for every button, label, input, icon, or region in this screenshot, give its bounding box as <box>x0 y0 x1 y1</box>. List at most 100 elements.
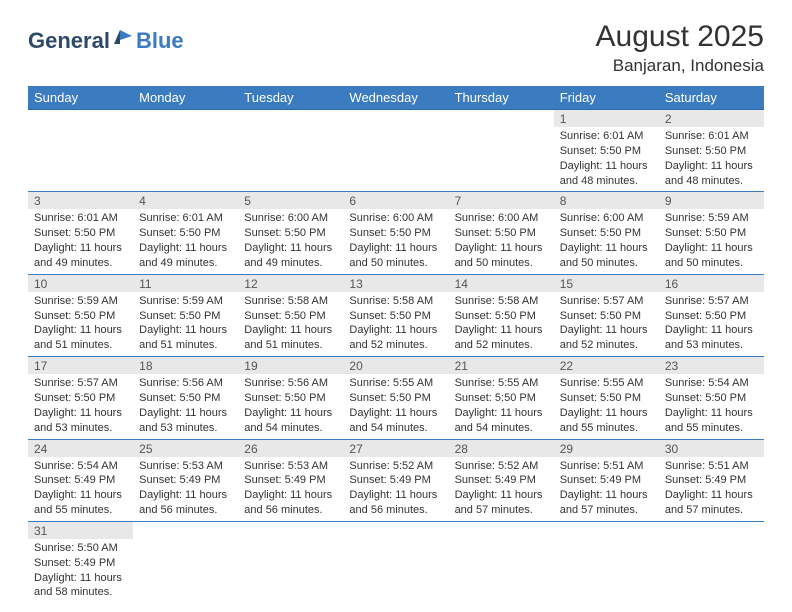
sunrise-text: Sunrise: 6:01 AM <box>34 211 127 226</box>
day-number: 26 <box>244 442 257 456</box>
sunrise-text: Sunrise: 5:59 AM <box>665 211 758 226</box>
day-number: 7 <box>455 194 462 208</box>
day-number-cell: 18 <box>133 357 238 375</box>
logo-flag-icon <box>114 30 134 53</box>
daylight-text: Daylight: 11 hours and 50 minutes. <box>560 241 653 271</box>
day-number-cell: 17 <box>28 357 133 375</box>
day-number-cell: 19 <box>238 357 343 375</box>
day-info-row: Sunrise: 5:57 AMSunset: 5:50 PMDaylight:… <box>28 374 764 439</box>
day-number-cell: 20 <box>343 357 448 375</box>
daylight-text: Daylight: 11 hours and 48 minutes. <box>560 159 653 189</box>
daylight-text: Daylight: 11 hours and 56 minutes. <box>349 488 442 518</box>
daylight-text: Daylight: 11 hours and 49 minutes. <box>139 241 232 271</box>
daylight-text: Daylight: 11 hours and 51 minutes. <box>34 323 127 353</box>
day-number-cell: 16 <box>659 274 764 292</box>
day-number: 14 <box>455 277 468 291</box>
logo: General Blue <box>28 20 184 54</box>
daylight-text: Daylight: 11 hours and 57 minutes. <box>455 488 548 518</box>
daylight-text: Daylight: 11 hours and 51 minutes. <box>244 323 337 353</box>
sunset-text: Sunset: 5:49 PM <box>560 473 653 488</box>
daylight-text: Daylight: 11 hours and 51 minutes. <box>139 323 232 353</box>
day-number-cell <box>28 110 133 128</box>
sunset-text: Sunset: 5:50 PM <box>34 391 127 406</box>
day-info-cell: Sunrise: 5:54 AMSunset: 5:50 PMDaylight:… <box>659 374 764 439</box>
sunrise-text: Sunrise: 6:01 AM <box>139 211 232 226</box>
weekday-header: Friday <box>554 86 659 110</box>
daylight-text: Daylight: 11 hours and 52 minutes. <box>560 323 653 353</box>
day-number-cell: 26 <box>238 439 343 457</box>
day-number-cell: 11 <box>133 274 238 292</box>
day-number: 17 <box>34 359 47 373</box>
weekday-header: Tuesday <box>238 86 343 110</box>
day-number: 4 <box>139 194 146 208</box>
daylight-text: Daylight: 11 hours and 56 minutes. <box>244 488 337 518</box>
day-number-cell: 24 <box>28 439 133 457</box>
month-title: August 2025 <box>596 20 764 54</box>
daylight-text: Daylight: 11 hours and 48 minutes. <box>665 159 758 189</box>
day-number-cell <box>449 110 554 128</box>
sunset-text: Sunset: 5:49 PM <box>455 473 548 488</box>
day-number: 21 <box>455 359 468 373</box>
day-number-cell <box>133 521 238 539</box>
day-info-cell <box>343 127 448 192</box>
sunset-text: Sunset: 5:49 PM <box>349 473 442 488</box>
day-info-cell <box>449 127 554 192</box>
day-number-cell: 12 <box>238 274 343 292</box>
sunrise-text: Sunrise: 5:56 AM <box>244 376 337 391</box>
day-info-cell: Sunrise: 6:00 AMSunset: 5:50 PMDaylight:… <box>238 209 343 274</box>
sunset-text: Sunset: 5:50 PM <box>34 226 127 241</box>
weekday-header: Thursday <box>449 86 554 110</box>
day-number-row: 17181920212223 <box>28 357 764 375</box>
logo-text-blue: Blue <box>136 28 184 54</box>
day-info-cell: Sunrise: 5:52 AMSunset: 5:49 PMDaylight:… <box>449 457 554 522</box>
day-number-cell: 14 <box>449 274 554 292</box>
day-info-cell: Sunrise: 5:57 AMSunset: 5:50 PMDaylight:… <box>659 292 764 357</box>
day-number: 1 <box>560 112 567 126</box>
day-number: 29 <box>560 442 573 456</box>
day-number-cell: 8 <box>554 192 659 210</box>
day-number-cell: 5 <box>238 192 343 210</box>
day-number: 9 <box>665 194 672 208</box>
sunrise-text: Sunrise: 5:50 AM <box>34 541 127 556</box>
sunrise-text: Sunrise: 6:00 AM <box>244 211 337 226</box>
day-number-cell <box>554 521 659 539</box>
day-number: 25 <box>139 442 152 456</box>
sunset-text: Sunset: 5:50 PM <box>139 226 232 241</box>
day-number-cell: 30 <box>659 439 764 457</box>
sunrise-text: Sunrise: 5:55 AM <box>455 376 548 391</box>
page-header: General Blue August 2025 Banjaran, Indon… <box>28 20 764 76</box>
day-number: 27 <box>349 442 362 456</box>
day-number: 28 <box>455 442 468 456</box>
day-number: 5 <box>244 194 251 208</box>
day-number-cell <box>133 110 238 128</box>
day-info-cell: Sunrise: 5:55 AMSunset: 5:50 PMDaylight:… <box>343 374 448 439</box>
day-number-row: 24 25 26 27 28 29 30 <box>28 439 764 457</box>
day-info-cell <box>659 539 764 603</box>
day-info-cell: Sunrise: 5:51 AMSunset: 5:49 PMDaylight:… <box>659 457 764 522</box>
day-number: 30 <box>665 442 678 456</box>
daylight-text: Daylight: 11 hours and 53 minutes. <box>665 323 758 353</box>
day-info-cell: Sunrise: 5:52 AMSunset: 5:49 PMDaylight:… <box>343 457 448 522</box>
sunrise-text: Sunrise: 6:01 AM <box>560 129 653 144</box>
day-number-row: 3456789 <box>28 192 764 210</box>
sunset-text: Sunset: 5:49 PM <box>34 556 127 571</box>
sunrise-text: Sunrise: 5:54 AM <box>34 459 127 474</box>
weekday-header: Monday <box>133 86 238 110</box>
day-info-cell: Sunrise: 6:01 AMSunset: 5:50 PMDaylight:… <box>659 127 764 192</box>
day-info-cell <box>343 539 448 603</box>
daylight-text: Daylight: 11 hours and 55 minutes. <box>34 488 127 518</box>
day-info-row: Sunrise: 5:59 AMSunset: 5:50 PMDaylight:… <box>28 292 764 357</box>
sunrise-text: Sunrise: 5:58 AM <box>244 294 337 309</box>
daylight-text: Daylight: 11 hours and 52 minutes. <box>455 323 548 353</box>
sunrise-text: Sunrise: 5:55 AM <box>349 376 442 391</box>
daylight-text: Daylight: 11 hours and 53 minutes. <box>34 406 127 436</box>
sunrise-text: Sunrise: 5:59 AM <box>34 294 127 309</box>
sunrise-text: Sunrise: 5:55 AM <box>560 376 653 391</box>
day-number: 13 <box>349 277 362 291</box>
daylight-text: Daylight: 11 hours and 54 minutes. <box>455 406 548 436</box>
sunset-text: Sunset: 5:50 PM <box>139 391 232 406</box>
daylight-text: Daylight: 11 hours and 50 minutes. <box>665 241 758 271</box>
sunset-text: Sunset: 5:49 PM <box>244 473 337 488</box>
weekday-header: Saturday <box>659 86 764 110</box>
day-number: 10 <box>34 277 47 291</box>
